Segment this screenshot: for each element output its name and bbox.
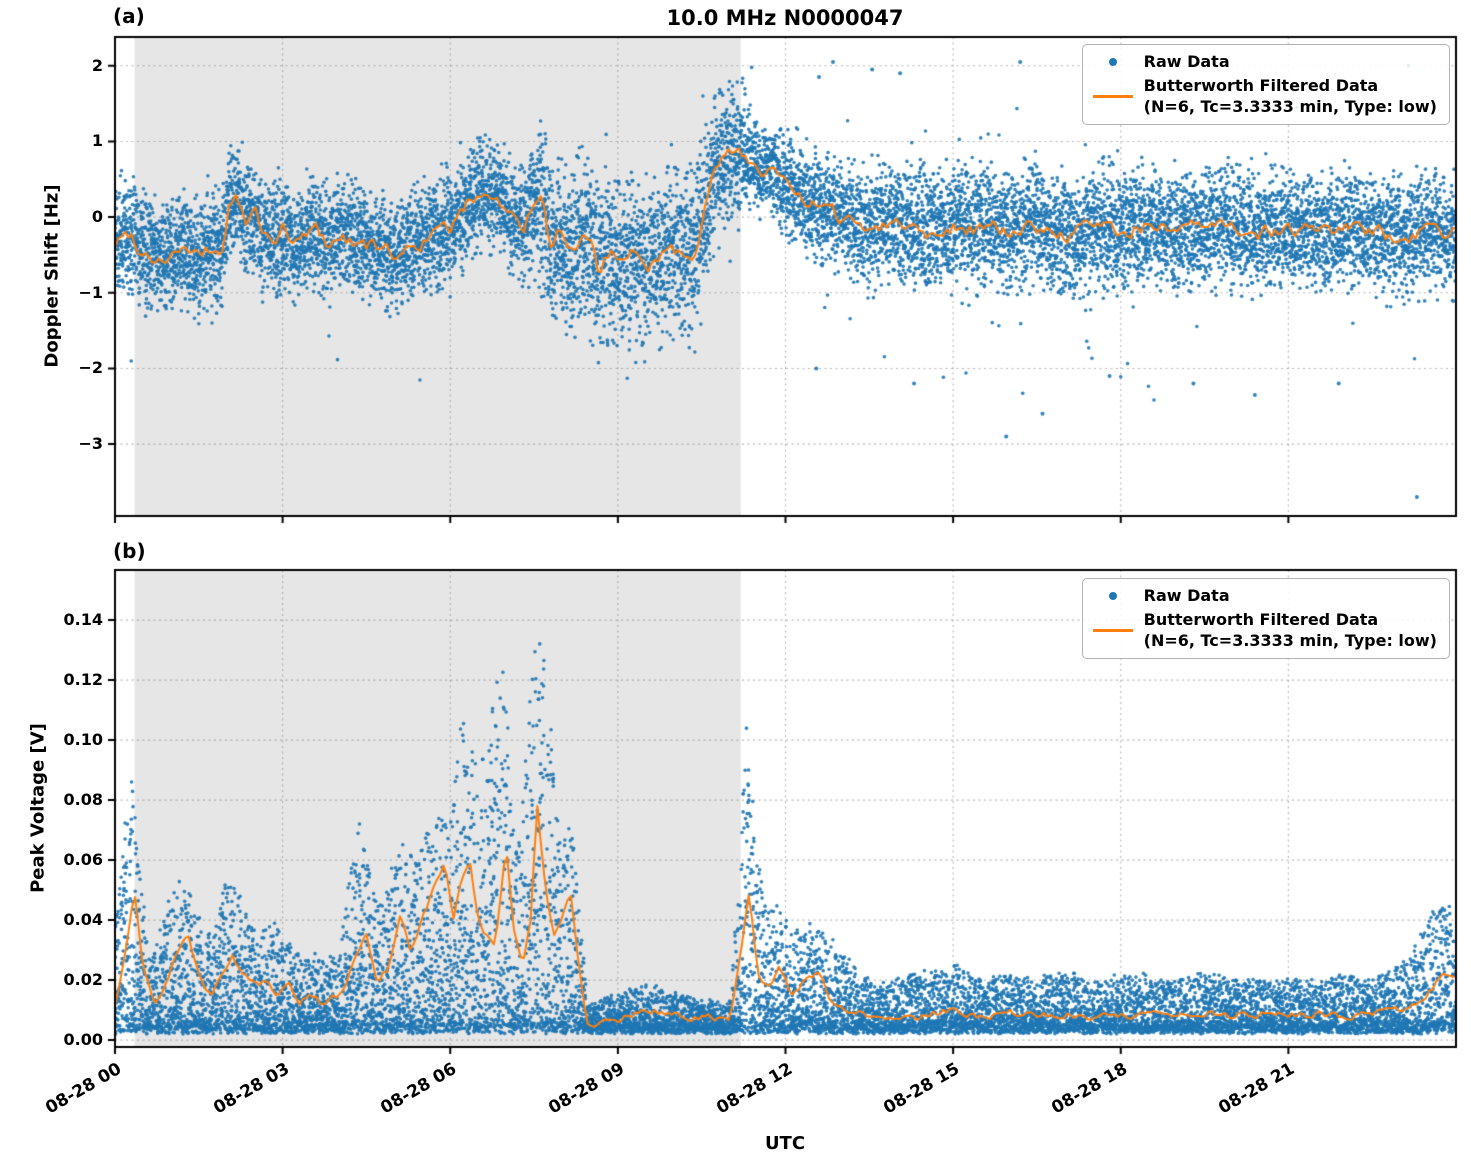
y-tick-label: 0.02 [63, 970, 103, 990]
x-axis-label: UTC [764, 1133, 806, 1154]
y-tick-label: 0.00 [63, 1030, 103, 1050]
filtered-line-marker-icon [1092, 95, 1133, 99]
legend-b: Raw Data Butterworth Filtered Data (N=6,… [1081, 578, 1450, 660]
raw-data-marker-icon [1108, 592, 1117, 601]
chart-title: 10.0 MHz N0000047 [666, 6, 904, 30]
y-tick-label: −1 [78, 282, 103, 302]
legend-b-filtered-label-line1: Butterworth Filtered Data [1143, 609, 1379, 629]
y-tick-label: 1 [91, 131, 103, 151]
y-tick-label: 0.04 [63, 910, 103, 930]
legend-b-raw-label: Raw Data [1143, 586, 1230, 605]
legend-a-raw-label: Raw Data [1143, 52, 1230, 71]
y-tick-label: 0.10 [63, 730, 103, 750]
y-tick-label: −3 [78, 434, 103, 454]
y-tick-label: −2 [78, 358, 103, 378]
panel-label-b: (b) [113, 539, 146, 563]
y-tick-label: 0.08 [63, 790, 103, 810]
legend-b-filtered-label-line2: (N=6, Tc=3.3333 min, Type: low) [1143, 630, 1437, 650]
y-tick-label: 0.14 [63, 610, 103, 630]
legend-b-filtered-row: Butterworth Filtered Data (N=6, Tc=3.333… [1091, 610, 1437, 652]
legend-a-filtered-label-line2: (N=6, Tc=3.3333 min, Type: low) [1143, 96, 1437, 116]
legend-b-raw-row: Raw Data [1091, 586, 1437, 607]
filtered-line-marker-icon [1092, 629, 1133, 633]
legend-a-filtered-row: Butterworth Filtered Data (N=6, Tc=3.333… [1091, 76, 1437, 118]
panel-label-a: (a) [113, 4, 145, 28]
legend-a-filtered-label-line1: Butterworth Filtered Data [1143, 75, 1379, 95]
legend-a-raw-row: Raw Data [1091, 52, 1437, 73]
y-tick-label: 2 [91, 55, 103, 75]
y-tick-label: 0.06 [63, 850, 103, 870]
legend-a: Raw Data Butterworth Filtered Data (N=6,… [1081, 44, 1450, 126]
y-tick-label: 0 [91, 207, 103, 227]
raw-data-marker-icon [1108, 58, 1117, 67]
y-tick-label: 0.12 [63, 670, 103, 690]
